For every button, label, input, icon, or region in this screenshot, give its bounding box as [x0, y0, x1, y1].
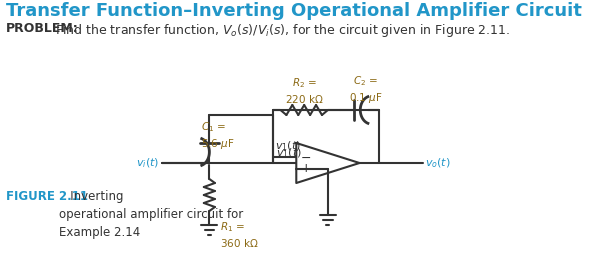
Text: $R_2$ =
220 k$\Omega$: $R_2$ = 220 k$\Omega$ — [285, 76, 323, 105]
Text: $R_1$ =
360 k$\Omega$: $R_1$ = 360 k$\Omega$ — [220, 220, 259, 249]
Text: FIGURE 2.11: FIGURE 2.11 — [7, 190, 88, 203]
Text: $-$: $-$ — [300, 151, 311, 163]
Text: Inverting
operational amplifier circuit for
Example 2.14: Inverting operational amplifier circuit … — [59, 190, 243, 239]
Text: $v_i(t)$: $v_i(t)$ — [137, 156, 160, 170]
Text: $v_1(t)$: $v_1(t)$ — [275, 139, 301, 153]
Text: PROBLEM:: PROBLEM: — [7, 22, 79, 35]
Text: Transfer Function–Inverting Operational Amplifier Circuit: Transfer Function–Inverting Operational … — [7, 2, 582, 20]
Text: $C_2$ =
0.1 $\mu$F: $C_2$ = 0.1 $\mu$F — [349, 74, 383, 105]
Text: Find the transfer function, $V_o(s)/V_i(s)$, for the circuit given in Figure 2.1: Find the transfer function, $V_o(s)/V_i(… — [56, 22, 511, 39]
Text: $v_o(t)$: $v_o(t)$ — [425, 156, 451, 170]
Text: $+$: $+$ — [300, 163, 311, 175]
Text: $v_1(t)$: $v_1(t)$ — [276, 146, 302, 160]
Text: $C_1$ =
5.6 $\mu$F: $C_1$ = 5.6 $\mu$F — [202, 120, 235, 151]
